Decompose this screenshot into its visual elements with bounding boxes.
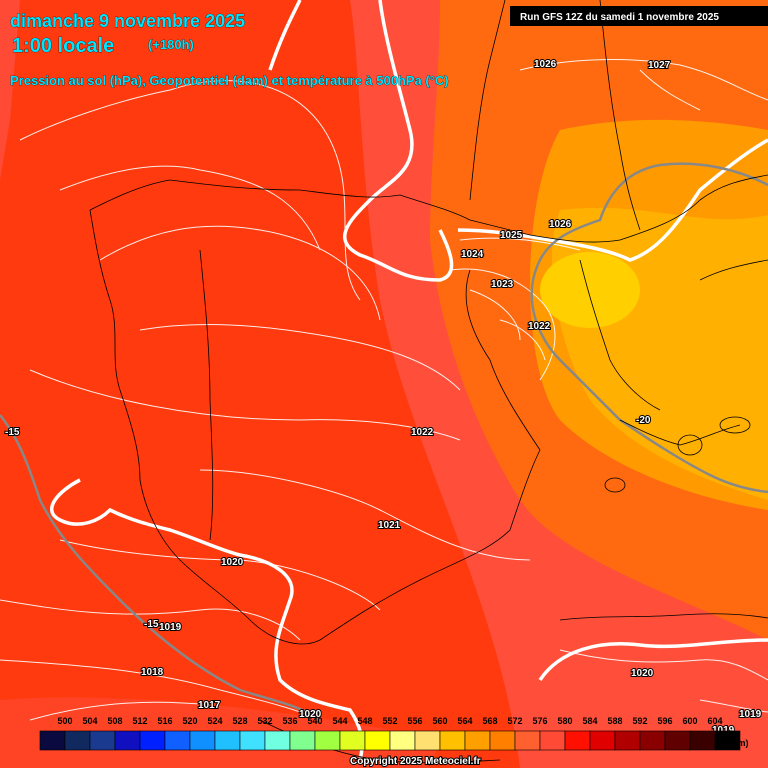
- color-scale-label: 556: [407, 716, 422, 726]
- temperature-isotherms: [0, 162, 768, 722]
- color-scale-swatch: [489, 730, 516, 751]
- color-scale-swatch: [114, 730, 141, 751]
- color-scale-label: 512: [132, 716, 147, 726]
- geopotential-560-core: [540, 252, 640, 328]
- color-scale-labels: 500 504 508 512 516 520 524 528 532 536 540 544 548 5…: [57, 716, 722, 726]
- color-scale-label: 516: [157, 716, 172, 726]
- run-info: Run GFS 12Z du samedi 1 novembre 2025: [520, 12, 719, 23]
- color-scale-swatch: [639, 730, 666, 751]
- color-scale-swatch: [314, 730, 341, 751]
- copyright: Copyright 2025 Meteociel.fr: [350, 756, 481, 767]
- color-scale-label: 532: [257, 716, 272, 726]
- color-scale-label: 580: [557, 716, 572, 726]
- isobar-label: 1022: [528, 321, 551, 332]
- color-scale-label: 520: [182, 716, 197, 726]
- color-scale-swatch: [289, 730, 316, 751]
- color-scale-label: 508: [107, 716, 122, 726]
- temperature-label: -20: [636, 415, 651, 426]
- isobar-label: 1026: [549, 219, 572, 230]
- geopotential-576-zone-west: [0, 0, 20, 180]
- color-scale-swatch: [189, 730, 216, 751]
- geopotential-contour-576: [50, 0, 768, 761]
- color-scale-label: 524: [207, 716, 222, 726]
- color-scale-swatch: [264, 730, 291, 751]
- isobar-label: 1021: [378, 520, 401, 531]
- isobar-label: 1018: [141, 667, 164, 678]
- scale-unit: (dam): [724, 738, 749, 748]
- color-scale-swatch: [214, 730, 241, 751]
- color-scale-label: 572: [507, 716, 522, 726]
- color-scale-swatch: [414, 730, 441, 751]
- color-scale-label: 540: [307, 716, 322, 726]
- color-scale-label: 564: [457, 716, 472, 726]
- color-scale-label: 544: [332, 716, 347, 726]
- color-scale-swatch: [339, 730, 366, 751]
- isobar-label: 1019: [159, 622, 182, 633]
- isobar-label: 1023: [491, 279, 514, 290]
- forecast-lead-time: (+180h): [148, 37, 194, 52]
- color-scale-label: 584: [582, 716, 597, 726]
- isobar-label: 1017: [198, 700, 221, 711]
- isobars: [0, 59, 768, 721]
- isobar-label: 1019: [739, 709, 762, 720]
- color-scale-swatch: [89, 730, 116, 751]
- color-scale-swatch: [689, 730, 716, 751]
- color-scale-label: 592: [632, 716, 647, 726]
- color-scale-swatch: [139, 730, 166, 751]
- color-scale-label: 560: [432, 716, 447, 726]
- color-scale-label: 596: [657, 716, 672, 726]
- color-scale-swatch: [164, 730, 191, 751]
- color-scale-swatch: [464, 730, 491, 751]
- color-scale-swatch: [589, 730, 616, 751]
- color-scale-label: 600: [682, 716, 697, 726]
- isobar-label: 1020: [631, 668, 654, 679]
- isobar-label: 1027: [648, 60, 671, 71]
- color-scale-label: 576: [532, 716, 547, 726]
- color-scale-swatch: [564, 730, 591, 751]
- isobar-label: 1022: [411, 427, 434, 438]
- color-scale-label: 588: [607, 716, 622, 726]
- map-date: dimanche 9 novembre 2025: [10, 11, 245, 31]
- temperature-labels: -15 -15 -20: [4, 414, 652, 631]
- color-scale-swatch: [439, 730, 466, 751]
- color-scale-label: 548: [357, 716, 372, 726]
- color-scale-swatch: [39, 730, 66, 751]
- color-scale-swatch: [239, 730, 266, 751]
- color-scale-label: 536: [282, 716, 297, 726]
- isobar-labels: 1026 1027 1025 1026 1024 1023 1022 1022 1021 1020…: [140, 58, 763, 737]
- color-scale-label: 504: [82, 716, 97, 726]
- temperature-label: -15: [5, 427, 20, 438]
- isobar-label: 1024: [461, 249, 484, 260]
- color-scale-label: 604: [707, 716, 722, 726]
- run-info-box: [510, 6, 768, 26]
- color-scale-label: 500: [57, 716, 72, 726]
- isobar-label: 1026: [534, 59, 557, 70]
- color-scale-label: 552: [382, 716, 397, 726]
- color-scale-label: 528: [232, 716, 247, 726]
- color-scale-swatch: [714, 730, 741, 751]
- color-scale-swatch: [64, 730, 91, 751]
- color-scale-swatch: [514, 730, 541, 751]
- color-scale-label: 568: [482, 716, 497, 726]
- isobar-label: 1020: [299, 709, 322, 720]
- color-scale-swatch: [539, 730, 566, 751]
- color-scale-swatch: [614, 730, 641, 751]
- isobar-label: 1020: [221, 557, 244, 568]
- color-scale-swatch: [389, 730, 416, 751]
- isobar-label: 1025: [500, 230, 523, 241]
- map-subtitle: Pression au sol (hPa), Geopotentiel (dam…: [10, 73, 449, 88]
- color-scale-bar: [39, 730, 741, 751]
- map-local-time: 1:00 locale: [12, 35, 114, 57]
- color-scale-swatch: [664, 730, 691, 751]
- color-scale-swatch: [364, 730, 391, 751]
- temperature-label: -15: [144, 619, 159, 630]
